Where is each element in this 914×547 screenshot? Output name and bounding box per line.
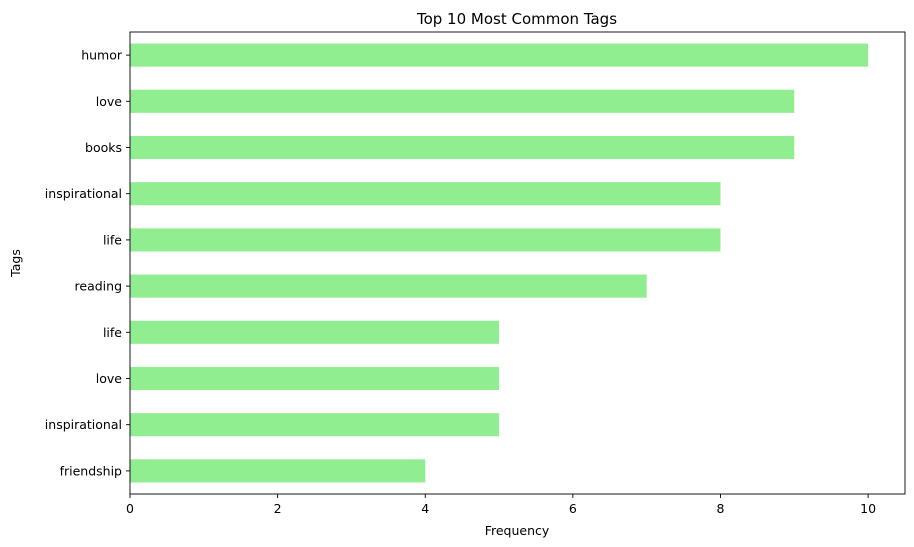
y-tick-label: life <box>103 325 122 340</box>
bar <box>130 135 795 160</box>
y-tick-label: love <box>92 94 122 109</box>
x-tick-label: 10 <box>860 501 876 516</box>
y-tick-label: life <box>99 232 122 247</box>
y-axis-label: Tags <box>8 249 23 278</box>
bar <box>130 366 500 391</box>
bar <box>130 320 500 344</box>
chart-title: Top 10 Most Common Tags <box>416 10 617 28</box>
y-tick-label: reading <box>71 279 122 294</box>
x-tick-label: 6 <box>569 501 577 516</box>
plot-frame <box>129 31 906 495</box>
y-tick-label: inspirational <box>45 417 122 432</box>
bars-layer <box>130 43 869 483</box>
bar <box>130 43 869 67</box>
y-axis: humor love books inspirational life readi… <box>41 48 130 478</box>
y-tick-label: humor <box>81 48 123 63</box>
bar <box>130 89 795 113</box>
x-tick-label: 2 <box>274 501 282 516</box>
y-tick-label: books <box>85 140 122 155</box>
x-axis-label: Frequency <box>485 523 550 538</box>
bar <box>130 182 721 206</box>
x-axis: 0 2 4 6 8 10 <box>126 494 876 516</box>
y-tick-label: friendship <box>60 463 122 478</box>
bar <box>130 274 647 298</box>
y-tick-label: inspirational <box>41 186 122 201</box>
bar <box>130 228 721 252</box>
x-tick-label: 8 <box>716 501 724 516</box>
y-tick-label: love <box>96 371 123 386</box>
x-tick-label: 4 <box>421 501 429 516</box>
x-tick-label: 0 <box>126 501 134 516</box>
bar <box>130 459 426 483</box>
bar <box>130 413 500 437</box>
